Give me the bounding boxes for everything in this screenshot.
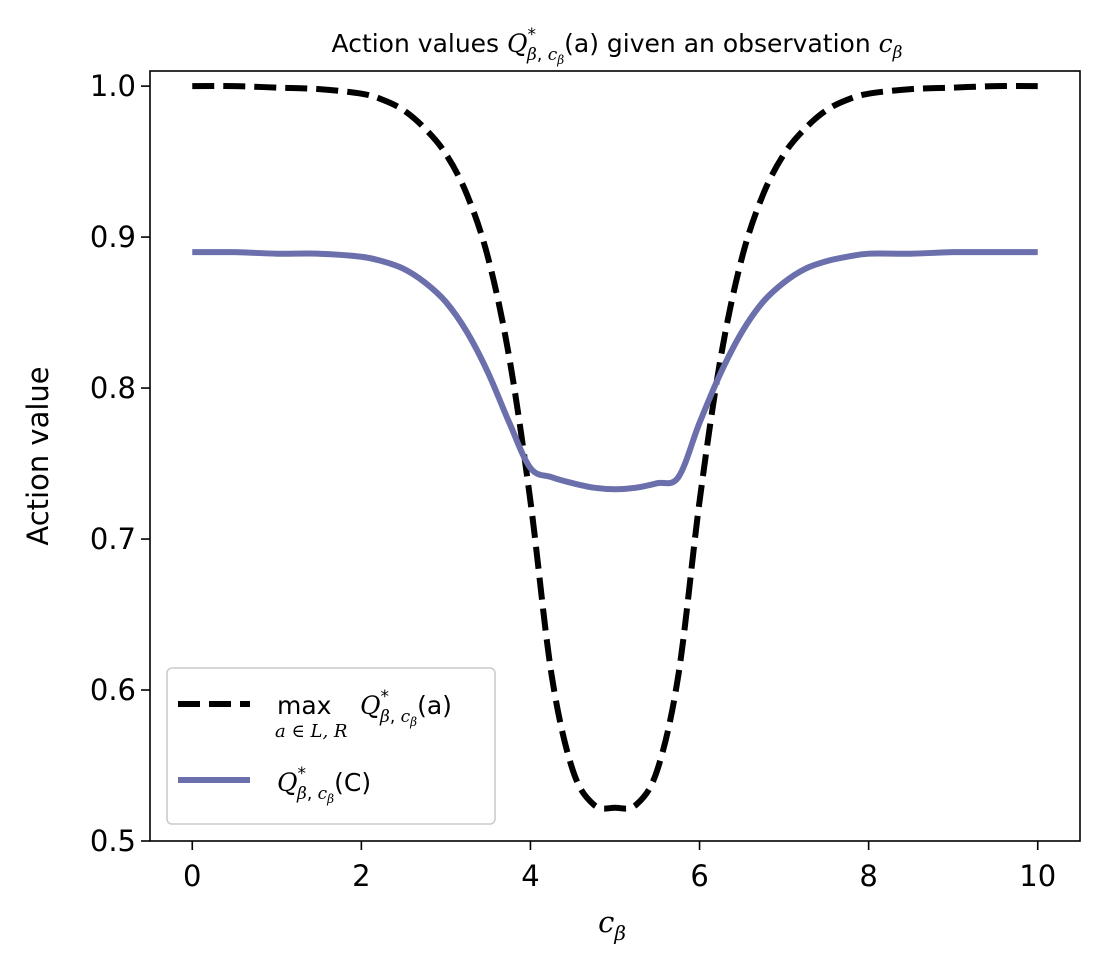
legend-max-q-sub-c: c (401, 707, 411, 727)
y-tick-label: 0.7 (90, 522, 136, 556)
legend-qc-q-arg: (C) (334, 768, 371, 797)
legend-label-q-c: Q* β, cβ(C) (277, 764, 371, 806)
legend-qc-q-letter: Q (277, 768, 298, 797)
series-line-q-c (192, 249, 1038, 493)
x-axis-label: cβ (598, 905, 626, 945)
title-q-sub-beta: β (526, 45, 537, 65)
chart-title: Action values Q* β, cβ(a) given an observ… (332, 25, 903, 67)
legend-max-q-sub-beta: β (379, 707, 390, 727)
series-layer (192, 82, 1038, 812)
title-c-letter: c (879, 29, 893, 58)
y-tick-label: 0.6 (90, 673, 136, 707)
legend-qc-q-sup: * (298, 764, 307, 784)
x-axis-label-letter: c (598, 905, 614, 939)
title-c-sub: β (892, 43, 903, 63)
plot-area-frame (149, 70, 1081, 842)
title-q-sub-c-sub: β (556, 53, 564, 67)
x-tick-label: 10 (1019, 859, 1056, 893)
legend-qc-q-sub-comma: , (307, 784, 318, 804)
title-q-arg: (a) (564, 29, 599, 58)
title-q-letter: Q (507, 29, 528, 58)
legend-max-q-arg: (a) (417, 691, 452, 720)
x-axis: 0 2 4 6 8 10 (183, 841, 1056, 893)
title-prefix: Action values (332, 29, 508, 58)
legend-qc-q-sub-c: c (318, 784, 328, 804)
y-axis-label: Action value (21, 366, 55, 545)
legend-max-q-sup: * (381, 687, 390, 707)
y-tick-label: 0.5 (90, 824, 136, 858)
legend-max-q-sub-c-sub: β (409, 715, 417, 729)
legend-max-op-sub: a ∈ L, R (275, 721, 347, 742)
y-axis: 0.5 0.6 0.7 0.8 0.9 1.0 (90, 69, 150, 858)
legend-label-max-q: max Q* β, cβ(a) (277, 687, 452, 729)
y-tick-label: 1.0 (90, 69, 136, 103)
x-tick-label: 8 (859, 859, 877, 893)
legend-qc-q-sub-c-sub: β (326, 792, 334, 806)
title-q-sub-comma: , (537, 45, 548, 65)
title-q-sub-c: c (548, 45, 558, 65)
series-line-max-q (192, 82, 1038, 812)
x-tick-label: 2 (352, 859, 370, 893)
y-tick-label: 0.9 (90, 220, 136, 254)
legend: max Q* β, cβ(a) a ∈ L, R Q* β, cβ(C) (166, 667, 496, 825)
title-q-sup: * (528, 25, 537, 45)
legend-max-q-sub-comma: , (390, 707, 401, 727)
x-tick-label: 4 (521, 859, 539, 893)
legend-max-op: max (277, 691, 331, 720)
legend-qc-q-sub-beta: β (296, 784, 307, 804)
x-tick-label: 0 (183, 859, 201, 893)
x-tick-label: 6 (690, 859, 708, 893)
x-axis-label-sub: β (613, 921, 626, 945)
y-tick-label: 0.8 (90, 371, 136, 405)
legend-max-q-letter: Q (360, 691, 381, 720)
title-middle: given an observation (599, 29, 879, 58)
